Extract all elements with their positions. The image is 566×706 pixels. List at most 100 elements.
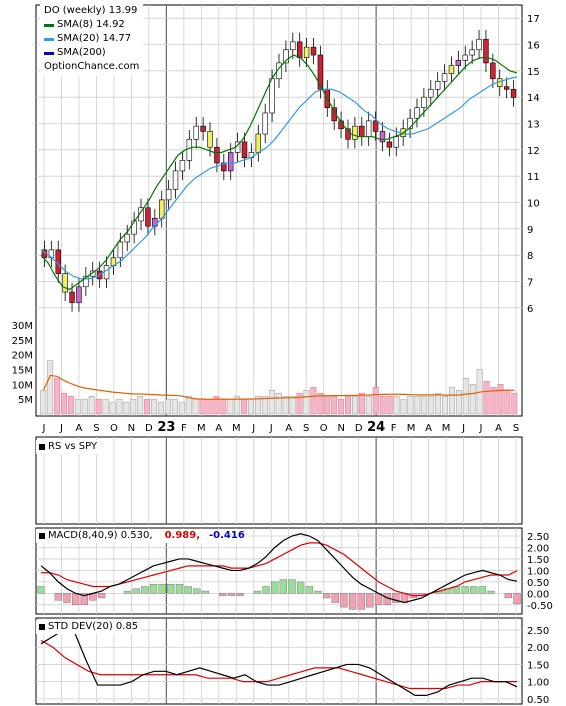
std-swatch xyxy=(39,624,45,630)
candle-body xyxy=(386,141,393,148)
candle-body xyxy=(227,152,234,172)
volume-bar xyxy=(414,395,421,415)
volume-bar xyxy=(67,395,74,415)
legend-item-sma200: SMA(200) xyxy=(44,46,139,60)
macd-histogram-bar xyxy=(253,590,262,594)
volume-bar xyxy=(164,398,171,415)
x-tick-label: O xyxy=(320,423,328,434)
volume-bar xyxy=(310,387,317,415)
candle-body xyxy=(434,81,441,90)
volume-bar xyxy=(54,378,61,415)
rs-panel-frame xyxy=(35,436,523,525)
volume-bar xyxy=(95,398,102,415)
candle-body xyxy=(207,131,213,148)
candle-body xyxy=(441,73,448,82)
candle-body xyxy=(283,49,289,64)
volume-bar xyxy=(469,384,476,415)
x-tick-label: A xyxy=(425,423,432,434)
macd-histogram-bar xyxy=(262,586,270,594)
volume-bar xyxy=(351,395,358,415)
volume-bars xyxy=(40,360,518,415)
volume-bar xyxy=(338,398,345,415)
candle-body xyxy=(393,136,399,148)
legend-item-sma8: SMA(8) 14.92 xyxy=(44,18,139,32)
volume-average-line xyxy=(42,374,515,400)
macd-histogram-bar xyxy=(366,593,374,608)
x-tick-label: 23 xyxy=(157,420,175,435)
candle-body xyxy=(372,120,379,132)
macd-histogram-bar xyxy=(149,583,158,594)
chart-grids xyxy=(35,4,523,705)
volume-bar xyxy=(324,395,331,415)
candle-body xyxy=(490,62,496,80)
macd-tick-label: 2.00 xyxy=(527,543,549,554)
macd-histogram-bar xyxy=(158,583,166,594)
volume-bar xyxy=(199,398,206,415)
price-tick-label: 10 xyxy=(527,199,540,210)
volume-bar xyxy=(317,392,324,415)
std-tick-label: 2.00 xyxy=(527,643,549,654)
macd-histogram-bar xyxy=(340,593,348,608)
candle-body xyxy=(476,38,482,51)
x-tick-label: S xyxy=(303,423,309,434)
chart-lines xyxy=(40,54,518,291)
volume-bar xyxy=(372,387,379,415)
candle-body xyxy=(241,141,248,159)
indicator-panels xyxy=(37,533,521,697)
sma20-swatch xyxy=(44,37,54,41)
candle-body xyxy=(503,86,510,90)
volume-tick-label: 15M xyxy=(12,365,33,376)
volume-bar xyxy=(241,398,248,415)
volume-bar xyxy=(303,390,310,415)
x-tick-label: J xyxy=(42,423,46,434)
candle-body xyxy=(414,107,420,119)
volume-bar xyxy=(185,395,192,415)
volume-tick-label: 25M xyxy=(12,336,33,347)
price-tick-label: 11 xyxy=(527,172,540,183)
volume-bar xyxy=(102,398,109,415)
candle-body xyxy=(193,125,199,140)
volume-tick-label: 20M xyxy=(12,351,33,362)
candle-body xyxy=(510,88,517,98)
candle-body xyxy=(428,88,434,98)
volume-bar xyxy=(282,395,289,415)
volume-bar xyxy=(483,381,490,415)
sma20-line xyxy=(40,76,518,280)
volume-bar xyxy=(123,401,130,415)
candle-body xyxy=(290,41,296,51)
std-average-line xyxy=(40,639,517,690)
volume-bar xyxy=(178,401,185,415)
volume-bar xyxy=(442,395,448,415)
price-tick-label: 8 xyxy=(527,251,533,262)
macd-tick-label: 0.00 xyxy=(527,589,549,600)
volume-bar xyxy=(289,395,296,415)
candle-body xyxy=(462,54,468,61)
candle-body xyxy=(317,54,324,90)
volume-bar xyxy=(386,395,393,415)
price-tick-label: 17 xyxy=(527,14,540,25)
legend-item-sma20: SMA(20) 14.77 xyxy=(44,32,139,46)
x-tick-label: S xyxy=(93,423,99,434)
macd-histogram-bar xyxy=(478,586,487,594)
macd-tick-label: 1.00 xyxy=(527,566,549,577)
volume-bar xyxy=(227,398,234,415)
volume-bar xyxy=(428,395,435,415)
macd-histogram-bar xyxy=(167,583,175,594)
price-tick-label: 6 xyxy=(527,304,533,315)
candle-body xyxy=(296,41,303,58)
x-tick-label: A xyxy=(215,423,222,434)
volume-bar xyxy=(345,395,351,415)
x-tick-label: M xyxy=(232,423,241,434)
x-tick-label: J xyxy=(251,423,255,434)
macd-hist-value: -0.416 xyxy=(209,530,245,541)
std-tick-label: 1.00 xyxy=(527,678,549,689)
macd-histogram-bar xyxy=(219,593,227,596)
macd-histogram-bar xyxy=(288,579,296,594)
candle-body xyxy=(483,38,489,64)
x-tick-label: J xyxy=(461,423,465,434)
price-legend: DO (weekly) 13.99 SMA(8) 14.92 SMA(20) 1… xyxy=(40,3,144,76)
volume-bar xyxy=(151,398,158,415)
volume-bar xyxy=(116,398,123,415)
candle-body xyxy=(352,125,358,140)
candle-body xyxy=(124,233,130,243)
